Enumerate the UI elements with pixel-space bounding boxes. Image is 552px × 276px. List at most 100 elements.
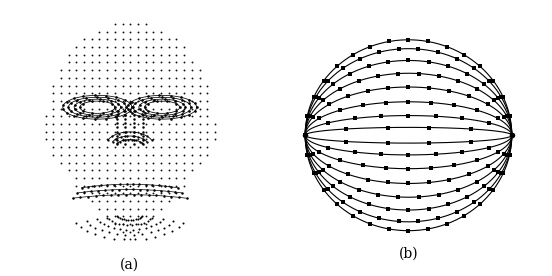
Point [139,137,148,141]
Point [149,91,158,95]
Point [497,95,506,99]
Point [502,114,511,118]
Point [164,176,173,180]
Point [95,176,104,180]
Point [140,105,149,110]
Point [56,83,65,88]
Point [195,145,204,149]
Point [114,131,123,136]
Point [70,114,78,118]
Point [131,237,140,242]
Point [64,160,73,165]
Point [93,115,102,120]
Point [139,108,147,113]
Point [139,129,147,134]
Point [87,83,96,88]
Point [203,83,211,88]
Point [129,182,137,187]
Point [149,60,158,65]
Point [126,214,135,219]
Point [404,38,413,42]
Point [87,191,96,195]
Point [56,122,65,126]
Point [134,107,142,111]
Point [87,137,96,142]
Point [103,168,112,172]
Point [110,114,119,119]
Point [354,79,363,83]
Point [301,133,310,137]
Point [134,153,142,157]
Point [76,195,85,200]
Point [110,168,119,172]
Point [95,68,104,72]
Point [118,52,127,57]
Point [325,102,333,107]
Point [149,83,158,88]
Point [103,138,112,142]
Point [141,214,150,219]
Point [68,196,77,200]
Point [175,105,184,110]
Point [56,91,65,95]
Point [450,163,459,168]
Point [140,100,149,104]
Point [103,137,112,142]
Point [181,105,190,110]
Point [195,91,204,95]
Point [56,99,65,103]
Point [164,168,173,172]
Point [95,122,104,126]
Point [87,45,96,49]
Point [141,191,150,195]
Point [149,137,158,142]
Point [424,60,433,64]
Point [377,114,386,118]
Point [187,99,196,103]
Point [309,115,317,119]
Point [195,68,204,72]
Point [138,232,147,236]
Point [424,180,433,185]
Point [309,95,318,100]
Point [180,45,189,49]
Point [126,114,135,119]
Point [141,45,150,49]
Point [86,222,95,227]
Point [130,129,139,134]
Point [164,122,173,126]
Point [110,99,119,103]
Point [103,52,112,57]
Point [187,168,196,172]
Point [126,99,135,103]
Point [128,111,136,115]
Point [404,208,413,212]
Point [72,99,81,103]
Point [141,22,150,26]
Point [149,45,158,49]
Point [88,99,97,104]
Point [72,76,81,80]
Point [315,150,323,154]
Point [119,138,128,143]
Point [131,101,140,106]
Point [49,129,58,134]
Point [83,229,92,233]
Point [394,219,403,224]
Point [64,76,73,80]
Point [120,109,129,113]
Point [325,164,333,168]
Point [157,83,166,88]
Point [427,100,436,105]
Point [56,137,65,142]
Point [129,217,138,222]
Point [141,37,150,42]
Point [116,182,125,187]
Point [134,122,142,126]
Point [99,235,108,239]
Point [314,170,323,174]
Point [141,226,150,230]
Point [122,105,131,110]
Point [332,202,341,206]
Point [423,39,432,44]
